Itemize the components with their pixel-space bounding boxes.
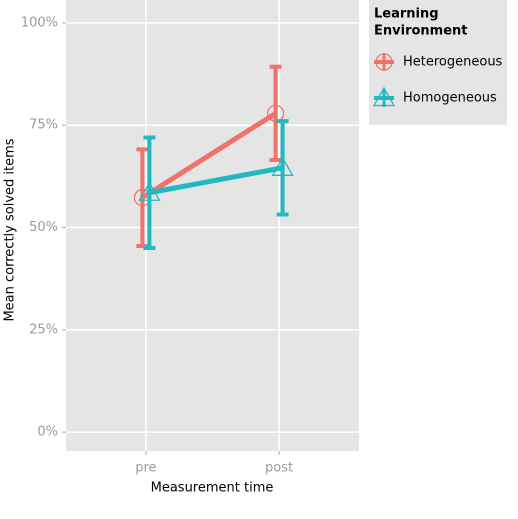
legend-label: Heterogeneous bbox=[403, 55, 503, 70]
y-tick-label: 100% bbox=[21, 15, 58, 30]
series-line bbox=[148, 165, 284, 196]
y-tick-label: 50% bbox=[29, 220, 58, 235]
error-bar bbox=[143, 135, 156, 251]
panel bbox=[66, 0, 359, 451]
x-tick-label: post bbox=[265, 461, 293, 476]
y-tick-label: 0% bbox=[37, 425, 58, 440]
y-axis-label: Mean correctly solved items bbox=[3, 138, 18, 321]
x-axis-label: Measurement time bbox=[151, 481, 274, 496]
legend-title: Environment bbox=[374, 24, 468, 39]
point bbox=[271, 156, 294, 176]
point bbox=[266, 104, 285, 123]
error-bar bbox=[136, 147, 149, 248]
legend-key bbox=[375, 53, 393, 71]
series-line bbox=[141, 111, 277, 200]
legend-key bbox=[372, 86, 396, 107]
y-tick-label: 25% bbox=[29, 322, 58, 337]
y-tick-label: 75% bbox=[29, 118, 58, 133]
error-bar bbox=[269, 64, 282, 163]
legend-title: Learning bbox=[374, 7, 439, 22]
x-tick-label: pre bbox=[135, 461, 156, 476]
legend-label: Homogeneous bbox=[403, 91, 497, 106]
error-bar bbox=[276, 119, 289, 217]
point bbox=[138, 181, 161, 201]
